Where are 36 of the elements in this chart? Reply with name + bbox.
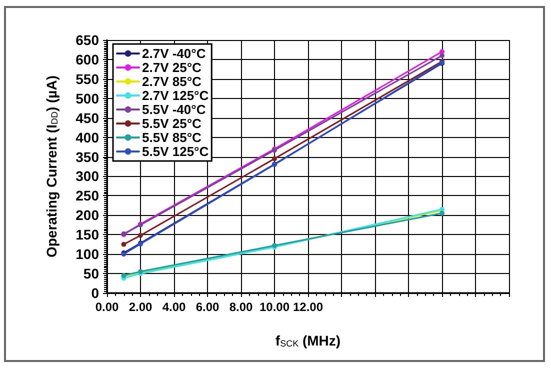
y-tick-label: 100: [76, 246, 100, 262]
x-tick-label: 4.00: [162, 300, 186, 314]
legend-label: 5.5V 85°C: [142, 130, 202, 145]
y-axis-title: Operating Current (IDD) (µA): [44, 75, 60, 258]
legend-label: 2.7V 85°C: [142, 74, 202, 89]
point: [440, 210, 444, 216]
point: [272, 156, 277, 162]
x-tick-label: 0.00: [95, 300, 119, 314]
x-axis-title: fSCK (MHz): [275, 332, 341, 348]
point: [121, 242, 126, 247]
x-tick-label: 8.00: [229, 300, 253, 314]
y-tick-label: 450: [76, 110, 100, 126]
point: [138, 232, 143, 238]
y-tick-label: 650: [76, 32, 100, 48]
y-tick-label: 50: [83, 266, 100, 282]
y-tick-label: 300: [76, 168, 100, 184]
legend-label: 5.5V 125°C: [142, 144, 210, 159]
y-tick-label: 500: [76, 90, 100, 106]
y-tick-label: 150: [76, 226, 100, 243]
y-tick-label: 400: [76, 129, 100, 146]
x-tick-label: 2.00: [128, 300, 152, 314]
y-tick-label: 550: [76, 70, 100, 87]
x-tick-label: 12.00: [292, 300, 324, 314]
y-tick-label: 600: [76, 51, 100, 68]
legend-label: 2.7V 25°C: [142, 60, 202, 75]
legend-label: 2.7V -40°C: [142, 46, 206, 61]
y-tick-label: 250: [76, 188, 100, 204]
legend-label: 5.5V 25°C: [142, 116, 202, 131]
y-tick-label: 200: [76, 207, 100, 224]
x-tick-label: 6.00: [196, 300, 220, 314]
legend-label: 5.5V -40°C: [142, 102, 206, 117]
y-tick-label: 350: [76, 148, 100, 165]
x-tick-label: 10.00: [259, 300, 290, 314]
legend-label: 2.7V 125°C: [142, 88, 210, 103]
point: [440, 53, 444, 58]
y-tick-label: 0: [91, 285, 100, 301]
